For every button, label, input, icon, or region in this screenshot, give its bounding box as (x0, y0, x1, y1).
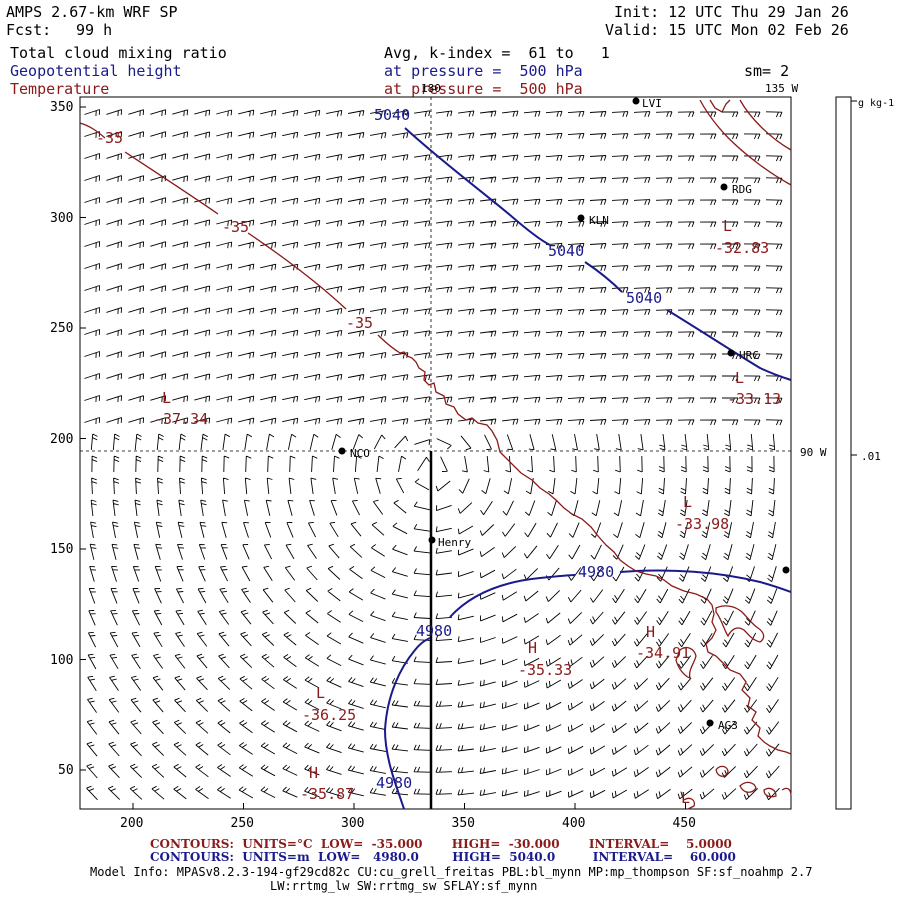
field-cloud-detail: Avg, k-index = 61 to 1 (384, 44, 610, 62)
model-info: Model Info: MPASv8.2.3-194-gf29cd82c CU:… (90, 865, 813, 879)
colorbar-value: .01 (861, 450, 881, 463)
station-label-henry: Henry (438, 536, 472, 549)
wind-barbs (84, 109, 783, 801)
height-label: 4980 (376, 774, 413, 792)
forecast-hour: 99 h (76, 21, 113, 39)
init-time: Init: 12 UTC Thu 29 Jan 26 (614, 3, 849, 21)
temperature-label: -35 (346, 314, 374, 332)
temperature-label: -35 (222, 218, 250, 236)
x-tick-label: 300 (341, 816, 365, 831)
low-marker: L (316, 684, 326, 702)
station-label-nco: NCO (350, 447, 370, 460)
x-tick-label: 350 (451, 816, 475, 831)
y-tick-label: 100 (50, 652, 74, 668)
low-marker: L (683, 493, 693, 511)
height-label: 4980 (578, 563, 615, 581)
low-value: -36.25 (302, 706, 357, 724)
high-value: -34.91 (636, 644, 691, 662)
colorbar (835, 96, 852, 810)
height-label: 4980 (416, 622, 453, 640)
height-label: 5040 (548, 242, 585, 260)
high-marker: H (646, 623, 656, 641)
high-value: -35.33 (518, 661, 573, 679)
low-marker: L (681, 789, 691, 807)
longitude-label-180: 180 (421, 82, 441, 95)
high-value: -35.87 (300, 785, 355, 803)
longitude-label-135w: 135 W (765, 82, 799, 95)
x-tick-label: 250 (230, 816, 254, 831)
low-value: -32.83 (715, 239, 770, 257)
y-tick-label: 150 (50, 542, 74, 557)
y-tick-label: 250 (50, 321, 74, 336)
station-label-lvi: LVI (642, 97, 662, 110)
model-title: AMPS 2.67-km WRF SP (6, 3, 178, 21)
station-label-ag3: AG3 (718, 719, 738, 732)
longitude-label-90w: 90 W (800, 446, 827, 459)
height-contour-info: CONTOURS: UNITS=m LOW= 4980.0 HIGH= 5040… (150, 850, 736, 864)
low-marker: L (735, 369, 745, 387)
field-cloud-title: Total cloud mixing ratio (10, 44, 227, 62)
low-marker: L (162, 389, 172, 407)
field-temp-detail: at pressure = 500 hPa (384, 80, 583, 98)
field-height-detail: at pressure = 500 hPa (384, 62, 583, 80)
temp-contour-info: CONTOURS: UNITS=°C LOW= -35.000 HIGH= -3… (150, 837, 732, 851)
forecast-label: Fcst: (6, 21, 52, 39)
station-label-hrc: HRC (739, 349, 759, 362)
station-label-rdg: RDG (732, 183, 752, 196)
colorbar-unit: g kg-1 (858, 98, 895, 109)
smoothing-label: sm= 2 (744, 62, 790, 80)
height-label: 5040 (374, 106, 411, 124)
low-marker: L (723, 217, 733, 235)
temperature-contours (79, 99, 792, 810)
plot-frame (79, 96, 792, 810)
x-tick-label: 200 (120, 816, 144, 831)
low-value: -37.34 (154, 410, 209, 428)
station-markers (338, 97, 790, 727)
model-info-physics: LW:rrtmg_lw SW:rrtmg_sw SFLAY:sf_mynn (270, 879, 538, 893)
field-temp-title: Temperature (10, 80, 110, 98)
height-contours (383, 127, 792, 810)
field-height-title: Geopotential height (10, 62, 182, 80)
valid-time: Valid: 15 UTC Mon 02 Feb 26 (605, 21, 849, 39)
low-value: -33.13 (727, 390, 782, 408)
height-label: 5040 (626, 289, 663, 307)
x-tick-label: 400 (562, 816, 586, 831)
y-tick-label: 200 (50, 431, 74, 447)
x-tick-label: 450 (672, 816, 696, 831)
y-tick-label: 50 (58, 763, 74, 778)
high-marker: H (528, 639, 538, 657)
high-marker: H (309, 764, 319, 782)
y-tick-label: 350 (50, 100, 74, 115)
temperature-label: -35 (96, 129, 124, 147)
station-label-kln: KLN (589, 214, 609, 227)
y-tick-label: 300 (50, 210, 74, 226)
low-value: -33.98 (675, 515, 730, 533)
